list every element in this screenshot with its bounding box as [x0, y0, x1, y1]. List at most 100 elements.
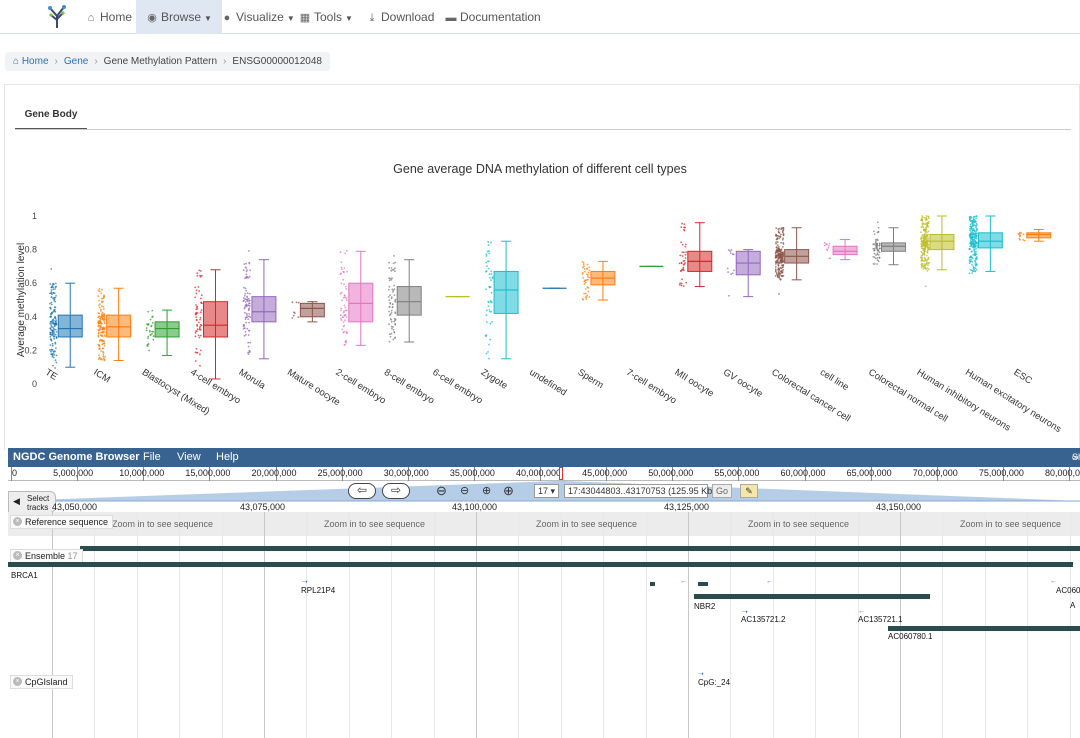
x-tick-label: GV oocyte: [721, 367, 764, 400]
data-point: [54, 359, 57, 362]
track-label-ensemble[interactable]: × Ensemble 17: [10, 549, 83, 563]
data-point: [584, 270, 586, 273]
data-point: [97, 316, 99, 319]
breadcrumb-home[interactable]: ⌂ Home: [13, 56, 49, 67]
data-point: [974, 230, 976, 233]
box-group: [194, 269, 228, 380]
track-label-cpgisland[interactable]: × CpGIsland: [10, 675, 73, 689]
close-icon[interactable]: ×: [13, 677, 22, 686]
data-point: [682, 260, 685, 262]
gene-label: A: [1070, 601, 1076, 610]
feature-block[interactable]: [698, 582, 708, 586]
data-point: [976, 246, 979, 248]
data-point: [729, 250, 731, 252]
data-point: [778, 262, 781, 265]
chevron-down-icon: ▼: [204, 14, 212, 23]
ruler-tick: [804, 467, 806, 481]
close-icon[interactable]: ×: [13, 551, 22, 560]
data-point: [969, 256, 971, 259]
highlight-button[interactable]: ✎: [740, 484, 758, 498]
data-point: [491, 276, 494, 279]
data-point: [779, 266, 782, 269]
data-point: [968, 272, 971, 275]
data-point: [52, 286, 55, 289]
data-point: [970, 233, 973, 236]
data-point: [583, 292, 585, 295]
go-button[interactable]: Go: [712, 484, 732, 498]
nav-browse[interactable]: ◉ Browse ▼: [136, 0, 222, 34]
data-point: [49, 283, 52, 285]
pan-right-button[interactable]: ⇨: [382, 483, 410, 499]
breadcrumb-gene[interactable]: Gene: [63, 56, 89, 67]
data-point: [342, 278, 345, 281]
logo-icon[interactable]: [44, 4, 70, 30]
data-point: [389, 333, 391, 336]
zoom-out-button[interactable]: ⊖: [460, 484, 469, 497]
data-point: [775, 255, 778, 257]
data-point: [920, 250, 923, 253]
data-point: [925, 237, 927, 240]
nav-documentation[interactable]: ▬ Documentation: [445, 0, 541, 34]
data-point: [248, 275, 251, 278]
nav-tools[interactable]: ▦ Tools ▼: [299, 0, 353, 34]
gene-feature-ac060780[interactable]: [888, 626, 1080, 631]
data-point: [780, 233, 782, 236]
data-point: [247, 341, 250, 344]
menu-help[interactable]: Help: [216, 451, 239, 463]
zoom-in-more-button[interactable]: ⊕: [503, 483, 514, 499]
data-point: [101, 311, 104, 314]
data-point: [52, 350, 55, 353]
data-point: [101, 317, 104, 320]
select-tracks-button[interactable]: ◀ Select tracks: [8, 491, 56, 513]
data-point: [490, 310, 493, 313]
data-point: [923, 251, 926, 254]
pan-left-button[interactable]: ⇦: [348, 483, 376, 499]
data-point: [920, 217, 923, 220]
data-point: [389, 302, 392, 305]
data-point: [53, 292, 56, 294]
data-point: [823, 244, 826, 247]
x-tick-label: Morula: [237, 367, 268, 392]
data-point: [101, 358, 104, 361]
data-point: [393, 288, 396, 291]
data-point: [341, 299, 343, 302]
chromosome-select[interactable]: 17 ▾: [534, 484, 560, 498]
track-area[interactable]: Zoom in to see sequence Zoom in to see s…: [8, 512, 1080, 738]
data-point: [928, 217, 930, 220]
nav-visualize[interactable]: ● Visualize ▼: [221, 0, 295, 34]
close-icon[interactable]: ×: [13, 517, 22, 526]
gene-feature-nbr2[interactable]: [694, 594, 930, 599]
data-point: [971, 235, 974, 238]
data-point: [877, 250, 880, 253]
data-point: [975, 250, 977, 253]
data-point: [394, 298, 397, 301]
data-point: [876, 238, 879, 241]
feature-bar[interactable]: [80, 546, 1080, 551]
zoom-out-more-button[interactable]: ⊖: [436, 483, 447, 499]
tab-gene-body[interactable]: Gene Body: [15, 103, 87, 130]
region-marker[interactable]: [559, 467, 563, 480]
data-point: [245, 273, 248, 276]
data-point: [344, 319, 346, 322]
zoom-in-button[interactable]: ⊕: [482, 484, 491, 497]
data-point: [145, 329, 148, 332]
y-tick-label: 0.8: [24, 245, 37, 255]
data-point: [922, 242, 925, 245]
data-point: [101, 331, 104, 334]
data-point: [102, 353, 105, 356]
track-label-reference[interactable]: × Reference sequence: [10, 515, 114, 529]
data-point: [780, 258, 782, 261]
nav-home[interactable]: ⌂ Home: [85, 0, 132, 34]
data-point: [922, 268, 925, 270]
gene-feature-brca1[interactable]: [8, 562, 1073, 567]
data-point: [342, 321, 345, 324]
menu-file[interactable]: File: [143, 451, 161, 463]
nav-download[interactable]: ⤓ Download: [366, 0, 435, 34]
feature-block[interactable]: [650, 582, 655, 586]
data-point: [247, 334, 250, 336]
data-point: [975, 217, 977, 220]
location-input[interactable]: 17:43044803..43170753 (125.95 Kb): [564, 484, 715, 498]
menu-view[interactable]: View: [177, 451, 201, 463]
chromosome-ruler[interactable]: 0 5,000,000 10,000,000 15,000,000 20,000,000…: [8, 467, 1080, 481]
data-point: [876, 247, 878, 250]
